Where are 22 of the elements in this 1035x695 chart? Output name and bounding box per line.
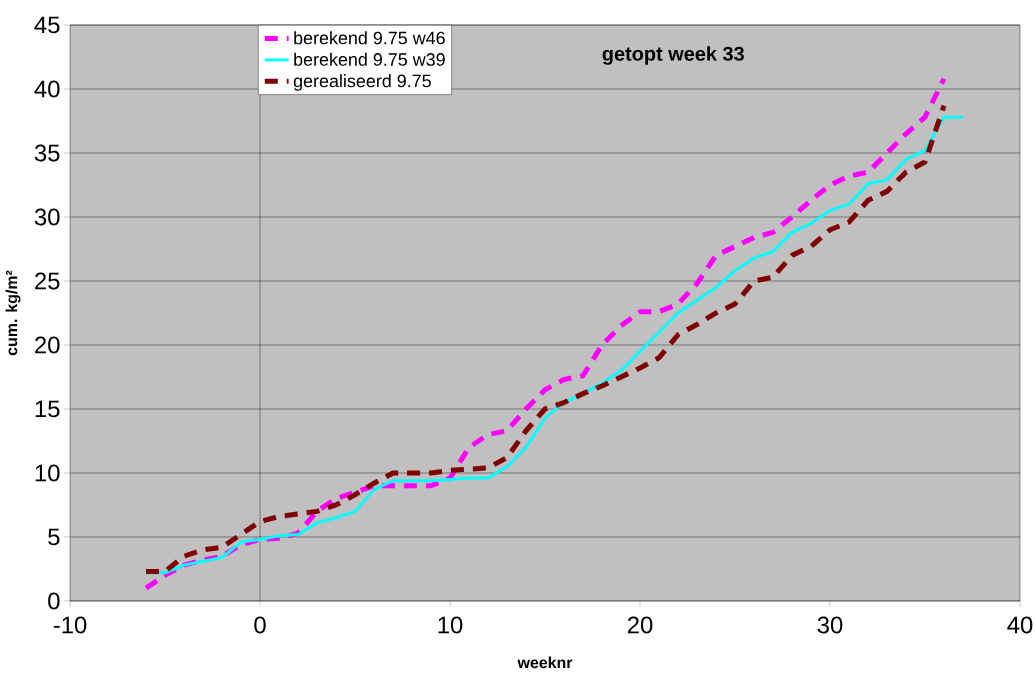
y-tick-label: 15 — [35, 400, 60, 418]
y-axis-title: cum. kg/m² — [5, 270, 21, 356]
x-tick-label: 30 — [817, 616, 843, 634]
x-tick-label: 40 — [1007, 616, 1033, 634]
x-tick-label: 0 — [254, 616, 266, 634]
x-tick-label: -10 — [53, 616, 87, 634]
legend-label: berekend 9.75 w46 — [294, 31, 445, 45]
y-tick-label: 5 — [48, 528, 60, 546]
y-tick-label: 45 — [34, 16, 60, 34]
y-tick-label: 35 — [34, 144, 60, 162]
legend-label: gerealiseerd 9.75 — [293, 74, 431, 91]
y-tick-label: 40 — [34, 80, 60, 98]
x-tick-label: 20 — [627, 616, 653, 634]
x-tick-label: 10 — [438, 616, 463, 634]
y-tick-label: 25 — [35, 272, 60, 290]
y-tick-label: 0 — [48, 592, 60, 610]
annotation: getopt week 33 — [602, 46, 744, 65]
legend-label: berekend 9.75 w39 — [294, 52, 445, 66]
x-axis-title: weeknr — [517, 656, 573, 669]
y-tick-label: 10 — [35, 464, 60, 482]
y-tick-label: 20 — [35, 336, 60, 354]
y-tick-label: 30 — [34, 208, 60, 226]
